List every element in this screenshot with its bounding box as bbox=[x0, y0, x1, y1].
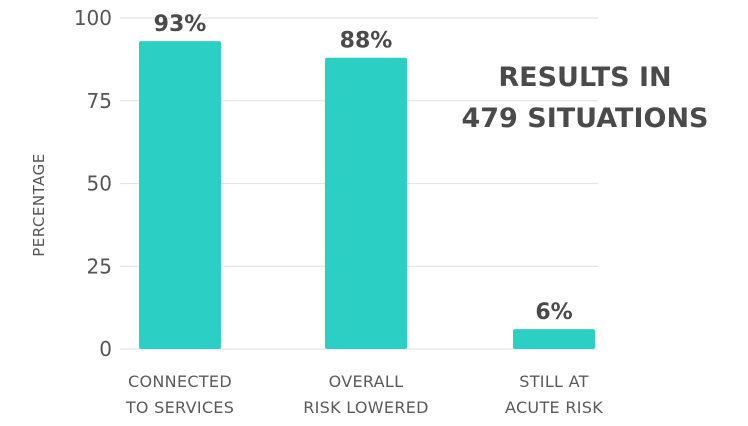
annotation-line-1: RESULTS IN bbox=[498, 62, 671, 93]
annotation-line-2: 479 SITUATIONS bbox=[461, 103, 708, 134]
data-labels: 93% 88% 6% bbox=[154, 12, 573, 325]
y-tick-label: 0 bbox=[99, 337, 112, 361]
y-tick-label: 25 bbox=[87, 254, 112, 278]
category-label: ACUTE RISK bbox=[505, 398, 603, 417]
y-axis-ticks: 0 25 50 75 100 bbox=[74, 6, 112, 361]
bars bbox=[139, 41, 595, 350]
bar bbox=[513, 329, 595, 349]
category-label: STILL AT bbox=[519, 372, 588, 391]
category-label: RISK LOWERED bbox=[303, 398, 429, 417]
y-axis-label: PERCENTAGE bbox=[30, 153, 48, 256]
category-label: CONNECTED bbox=[128, 372, 232, 391]
y-tick-label: 75 bbox=[87, 89, 112, 113]
bar bbox=[325, 57, 407, 349]
data-label: 6% bbox=[535, 300, 572, 325]
category-label: OVERALL bbox=[329, 372, 404, 391]
y-tick-label: 100 bbox=[74, 6, 112, 30]
data-label: 93% bbox=[154, 12, 207, 37]
data-label: 88% bbox=[340, 29, 393, 54]
bar bbox=[139, 41, 221, 350]
y-tick-label: 50 bbox=[87, 172, 112, 196]
category-labels: CONNECTED TO SERVICES OVERALL RISK LOWERED S… bbox=[125, 372, 603, 417]
category-label: TO SERVICES bbox=[125, 398, 234, 417]
